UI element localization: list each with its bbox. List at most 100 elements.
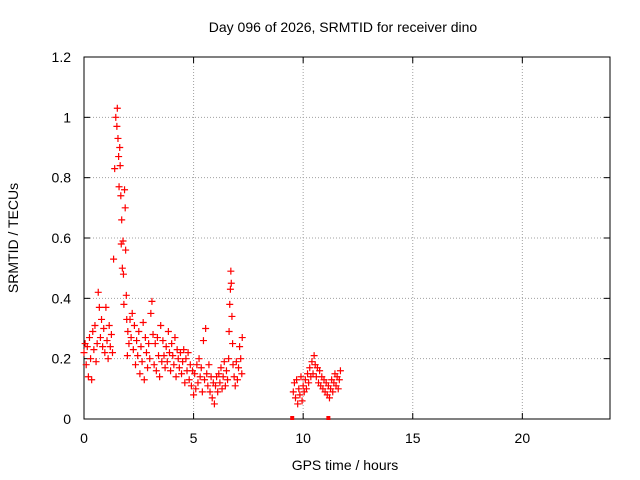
grid	[84, 57, 610, 419]
data-point	[128, 309, 136, 317]
data-point	[169, 352, 177, 360]
data-point	[326, 416, 331, 420]
data-point	[160, 352, 168, 360]
data-point	[194, 379, 202, 387]
data-point	[192, 385, 200, 393]
data-point	[175, 364, 183, 372]
data-point	[172, 373, 180, 381]
data-point	[184, 349, 192, 357]
data-point	[84, 373, 92, 381]
data-point	[146, 355, 154, 363]
data-point	[222, 367, 230, 375]
data-point	[132, 361, 140, 369]
data-point	[191, 370, 199, 378]
data-point	[295, 385, 303, 393]
data-point	[115, 153, 123, 161]
data-point	[120, 300, 128, 308]
data-point	[136, 370, 144, 378]
data-point	[237, 355, 245, 363]
data-point	[94, 288, 102, 296]
data-point	[144, 364, 152, 372]
data-point	[82, 361, 90, 369]
data-point	[203, 370, 211, 378]
data-point	[167, 367, 175, 375]
data-point	[93, 340, 101, 348]
y-tick-label: 1.2	[52, 49, 72, 65]
data-point	[85, 334, 93, 342]
data-point	[95, 303, 103, 311]
data-point	[220, 358, 228, 366]
data-point	[165, 349, 173, 357]
data-point	[227, 267, 235, 275]
data-point	[190, 391, 198, 399]
data-point	[173, 346, 181, 354]
data-point	[226, 300, 234, 308]
data-point	[119, 270, 127, 278]
data-point	[142, 349, 150, 357]
y-tick-label: 0.2	[52, 351, 72, 367]
data-point	[309, 370, 317, 378]
data-point	[101, 349, 109, 357]
data-point	[89, 328, 97, 336]
data-point	[217, 364, 225, 372]
data-point	[103, 337, 111, 345]
data-point	[329, 388, 337, 396]
data-point	[232, 358, 240, 366]
data-point	[161, 364, 169, 372]
data-point	[181, 379, 189, 387]
data-point	[92, 358, 100, 366]
data-point	[297, 373, 305, 381]
x-tick-label: 0	[80, 430, 88, 446]
data-point	[151, 340, 159, 348]
data-point	[198, 388, 206, 396]
data-point	[149, 331, 157, 339]
data-point	[224, 376, 232, 384]
data-point	[98, 315, 106, 323]
data-point	[138, 358, 146, 366]
data-point	[153, 334, 161, 342]
x-tick-label: 10	[295, 430, 311, 446]
data-point	[206, 388, 214, 396]
data-point	[107, 331, 115, 339]
data-point	[299, 382, 307, 390]
data-point	[334, 385, 342, 393]
data-point	[99, 343, 107, 351]
data-point	[212, 382, 219, 390]
data-point	[148, 297, 156, 305]
data-point	[126, 315, 134, 323]
data-point	[124, 328, 132, 336]
x-tick-label: 15	[405, 430, 421, 446]
data-point	[293, 376, 301, 384]
data-point	[176, 349, 184, 357]
data-point	[117, 192, 125, 200]
data-point	[225, 328, 233, 336]
data-point	[116, 162, 124, 170]
data-point	[229, 361, 237, 369]
data-point	[306, 364, 314, 372]
data-point	[115, 183, 123, 191]
data-point	[156, 373, 164, 381]
data-point	[145, 340, 153, 348]
y-tick-label: 0	[63, 411, 71, 427]
data-point	[163, 358, 171, 366]
data-point	[178, 370, 186, 378]
data-point	[202, 325, 210, 332]
data-point	[210, 400, 218, 408]
data-point	[180, 346, 188, 354]
data-point	[88, 376, 96, 384]
data-point	[139, 318, 147, 326]
data-point	[233, 376, 241, 384]
y-tick-label: 1	[63, 109, 71, 125]
data-point	[111, 165, 119, 173]
data-point	[216, 379, 224, 387]
data-point	[113, 122, 121, 130]
data-point	[208, 394, 216, 402]
data-point	[308, 358, 316, 366]
data-point	[116, 144, 124, 151]
data-point	[235, 364, 243, 372]
data-point	[152, 367, 160, 375]
data-point	[140, 376, 148, 384]
data-point	[186, 361, 194, 369]
data-point	[185, 376, 193, 384]
data-point	[205, 361, 213, 369]
